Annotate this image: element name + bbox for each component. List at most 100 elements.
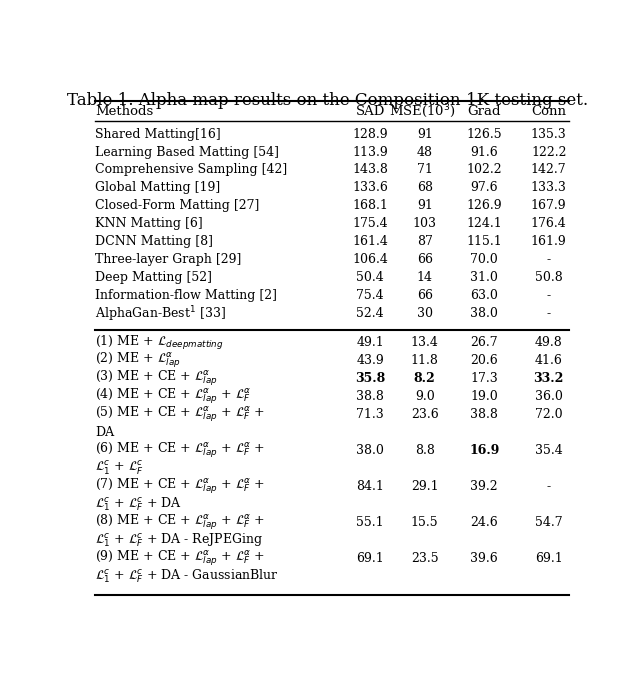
Text: (5) ME + CE + $\mathcal{L}_{lap}^{\alpha}$ + $\mathcal{L}_{F}^{\alpha}$ +: (5) ME + CE + $\mathcal{L}_{lap}^{\alpha… — [95, 405, 265, 424]
Text: 103: 103 — [413, 217, 436, 230]
Text: 35.8: 35.8 — [355, 372, 385, 385]
Text: (3) ME + CE + $\mathcal{L}_{lap}^{\alpha}$: (3) ME + CE + $\mathcal{L}_{lap}^{\alpha… — [95, 369, 218, 389]
Text: 49.1: 49.1 — [356, 336, 384, 349]
Text: Comprehensive Sampling [42]: Comprehensive Sampling [42] — [95, 163, 287, 177]
Text: 75.4: 75.4 — [356, 289, 384, 303]
Text: 38.8: 38.8 — [470, 408, 498, 421]
Text: 176.4: 176.4 — [531, 217, 566, 230]
Text: 68: 68 — [417, 181, 433, 194]
Text: 106.4: 106.4 — [352, 253, 388, 267]
Text: 29.1: 29.1 — [411, 480, 438, 493]
Text: KNN Matting [6]: KNN Matting [6] — [95, 217, 203, 230]
Text: Conn: Conn — [531, 105, 566, 118]
Text: 91: 91 — [417, 200, 433, 213]
Text: 72.0: 72.0 — [535, 408, 563, 421]
Text: 55.1: 55.1 — [356, 516, 384, 529]
Text: 36.0: 36.0 — [535, 390, 563, 403]
Text: 87: 87 — [417, 236, 433, 248]
Text: 124.1: 124.1 — [467, 217, 502, 230]
Text: 39.6: 39.6 — [470, 552, 498, 565]
Text: 23.5: 23.5 — [411, 552, 438, 565]
Text: 175.4: 175.4 — [353, 217, 388, 230]
Text: 24.6: 24.6 — [470, 516, 498, 529]
Text: 38.0: 38.0 — [356, 444, 384, 457]
Text: 161.9: 161.9 — [531, 236, 566, 248]
Text: 63.0: 63.0 — [470, 289, 498, 303]
Text: 69.1: 69.1 — [356, 552, 384, 565]
Text: 17.3: 17.3 — [470, 372, 498, 385]
Text: (9) ME + CE + $\mathcal{L}_{lap}^{\alpha}$ + $\mathcal{L}_{F}^{\alpha}$ +: (9) ME + CE + $\mathcal{L}_{lap}^{\alpha… — [95, 548, 265, 568]
Text: 102.2: 102.2 — [467, 163, 502, 177]
Text: 50.4: 50.4 — [356, 271, 384, 284]
Text: Learning Based Matting [54]: Learning Based Matting [54] — [95, 146, 279, 158]
Text: MSE(10$^3$): MSE(10$^3$) — [389, 103, 456, 121]
Text: 49.8: 49.8 — [535, 336, 563, 349]
Text: 19.0: 19.0 — [470, 390, 498, 403]
Text: 31.0: 31.0 — [470, 271, 498, 284]
Text: 14: 14 — [417, 271, 433, 284]
Text: 43.9: 43.9 — [356, 354, 384, 367]
Text: 11.8: 11.8 — [411, 354, 438, 367]
Text: Shared Matting[16]: Shared Matting[16] — [95, 127, 221, 141]
Text: 20.6: 20.6 — [470, 354, 498, 367]
Text: $\mathcal{L}_{1}^{c}$ + $\mathcal{L}_{F}^{c}$ + DA - ReJPEGing: $\mathcal{L}_{1}^{c}$ + $\mathcal{L}_{F}… — [95, 531, 263, 549]
Text: 52.4: 52.4 — [356, 307, 384, 320]
Text: 168.1: 168.1 — [352, 200, 388, 213]
Text: 23.6: 23.6 — [411, 408, 438, 421]
Text: Methods: Methods — [95, 105, 153, 118]
Text: Grad: Grad — [467, 105, 501, 118]
Text: 33.2: 33.2 — [534, 372, 564, 385]
Text: 35.4: 35.4 — [535, 444, 563, 457]
Text: (6) ME + CE + $\mathcal{L}_{lap}^{\alpha}$ + $\mathcal{L}_{F}^{\alpha}$ +: (6) ME + CE + $\mathcal{L}_{lap}^{\alpha… — [95, 441, 265, 460]
Text: 8.8: 8.8 — [415, 444, 435, 457]
Text: 50.8: 50.8 — [535, 271, 563, 284]
Text: 135.3: 135.3 — [531, 127, 566, 141]
Text: 26.7: 26.7 — [470, 336, 498, 349]
Text: (7) ME + CE + $\mathcal{L}_{lap}^{\alpha}$ + $\mathcal{L}_{F}^{\alpha}$ +: (7) ME + CE + $\mathcal{L}_{lap}^{\alpha… — [95, 477, 265, 496]
Text: Global Matting [19]: Global Matting [19] — [95, 181, 220, 194]
Text: -: - — [547, 253, 551, 267]
Text: 161.4: 161.4 — [352, 236, 388, 248]
Text: 54.7: 54.7 — [535, 516, 563, 529]
Text: 97.6: 97.6 — [470, 181, 498, 194]
Text: 66: 66 — [417, 289, 433, 303]
Text: 8.2: 8.2 — [414, 372, 436, 385]
Text: 142.7: 142.7 — [531, 163, 566, 177]
Text: 30: 30 — [417, 307, 433, 320]
Text: 38.0: 38.0 — [470, 307, 498, 320]
Text: Closed-Form Matting [27]: Closed-Form Matting [27] — [95, 200, 259, 213]
Text: AlphaGan-Best$^1$ [33]: AlphaGan-Best$^1$ [33] — [95, 304, 226, 324]
Text: $\mathcal{L}_{1}^{c}$ + $\mathcal{L}_{F}^{c}$: $\mathcal{L}_{1}^{c}$ + $\mathcal{L}_{F}… — [95, 460, 144, 477]
Text: 84.1: 84.1 — [356, 480, 384, 493]
Text: (1) ME + $\mathcal{L}_{deepmatting}$: (1) ME + $\mathcal{L}_{deepmatting}$ — [95, 334, 223, 351]
Text: (2) ME + $\mathcal{L}_{lap}^{\alpha}$: (2) ME + $\mathcal{L}_{lap}^{\alpha}$ — [95, 351, 180, 370]
Text: 71.3: 71.3 — [356, 408, 384, 421]
Text: Deep Matting [52]: Deep Matting [52] — [95, 271, 212, 284]
Text: 39.2: 39.2 — [470, 480, 498, 493]
Text: 15.5: 15.5 — [411, 516, 438, 529]
Text: 128.9: 128.9 — [353, 127, 388, 141]
Text: -: - — [547, 480, 551, 493]
Text: 113.9: 113.9 — [352, 146, 388, 158]
Text: 70.0: 70.0 — [470, 253, 498, 267]
Text: 38.8: 38.8 — [356, 390, 384, 403]
Text: 115.1: 115.1 — [467, 236, 502, 248]
Text: Information-flow Matting [2]: Information-flow Matting [2] — [95, 289, 277, 303]
Text: DCNN Matting [8]: DCNN Matting [8] — [95, 236, 213, 248]
Text: 66: 66 — [417, 253, 433, 267]
Text: 126.5: 126.5 — [467, 127, 502, 141]
Text: 122.2: 122.2 — [531, 146, 566, 158]
Text: $\mathcal{L}_{1}^{c}$ + $\mathcal{L}_{F}^{c}$ + DA - GaussianBlur: $\mathcal{L}_{1}^{c}$ + $\mathcal{L}_{F}… — [95, 567, 279, 585]
Text: 48: 48 — [417, 146, 433, 158]
Text: 91.6: 91.6 — [470, 146, 498, 158]
Text: 41.6: 41.6 — [535, 354, 563, 367]
Text: 133.3: 133.3 — [531, 181, 566, 194]
Text: 16.9: 16.9 — [469, 444, 499, 457]
Text: 71: 71 — [417, 163, 433, 177]
Text: Table 1. Alpha map results on the Composition-1K testing set.: Table 1. Alpha map results on the Compos… — [67, 91, 589, 109]
Text: (4) ME + CE + $\mathcal{L}_{lap}^{\alpha}$ + $\mathcal{L}_{F}^{\alpha}$: (4) ME + CE + $\mathcal{L}_{lap}^{\alpha… — [95, 387, 252, 406]
Text: -: - — [547, 307, 551, 320]
Text: DA: DA — [95, 426, 114, 439]
Text: Three-layer Graph [29]: Three-layer Graph [29] — [95, 253, 241, 267]
Text: 126.9: 126.9 — [467, 200, 502, 213]
